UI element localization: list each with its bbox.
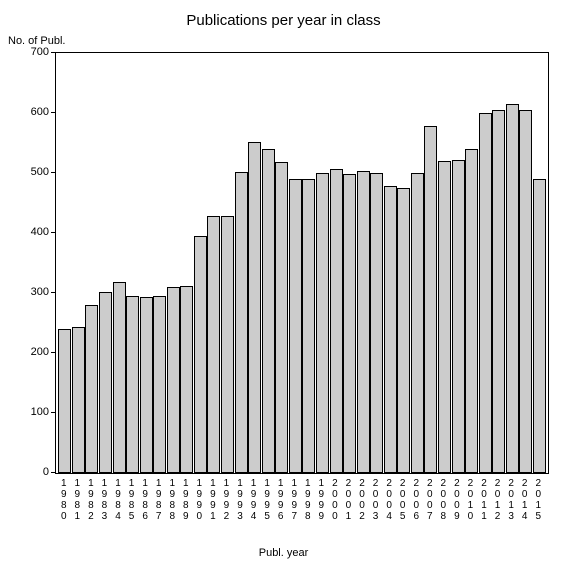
- bar: [221, 216, 234, 473]
- x-tick-label: 2009: [451, 478, 463, 522]
- x-tick-label: 1995: [261, 478, 273, 522]
- bar: [72, 327, 85, 473]
- x-tick-label: 1988: [166, 478, 178, 522]
- y-tick-label: 200: [31, 346, 49, 358]
- y-ticks: 0100200300400500600700: [0, 52, 55, 472]
- bar: [343, 174, 356, 473]
- x-tick-label: 1991: [207, 478, 219, 522]
- x-tick-label: 1987: [153, 478, 165, 522]
- bar: [262, 149, 275, 473]
- chart-container: Publications per year in class No. of Pu…: [0, 0, 567, 567]
- x-tick-label: 2010: [464, 478, 476, 522]
- x-tick-label: 1985: [126, 478, 138, 522]
- x-tick-label: 1996: [275, 478, 287, 522]
- bar: [438, 161, 451, 473]
- x-tick-label: 2012: [492, 478, 504, 522]
- bar: [207, 216, 220, 473]
- bar: [316, 173, 329, 473]
- x-tick-label: 2005: [397, 478, 409, 522]
- y-tick-label: 100: [31, 406, 49, 418]
- x-tick-label: 1990: [193, 478, 205, 522]
- bar: [411, 173, 424, 473]
- x-tick-label: 2003: [370, 478, 382, 522]
- x-tick-label: 2004: [383, 478, 395, 522]
- x-tick-label: 1980: [58, 478, 70, 522]
- x-tick-label: 1986: [139, 478, 151, 522]
- bar: [99, 292, 112, 473]
- bar: [533, 179, 546, 473]
- bar: [167, 287, 180, 473]
- bar: [397, 188, 410, 473]
- bar: [153, 296, 166, 473]
- x-tick-label: 1989: [180, 478, 192, 522]
- plot-area: [55, 52, 549, 474]
- bar: [289, 179, 302, 473]
- bars-group: [56, 53, 548, 473]
- x-tick-label: 1999: [315, 478, 327, 522]
- x-tick-label: 2000: [329, 478, 341, 522]
- bar: [140, 297, 153, 473]
- bar: [452, 160, 465, 473]
- bar: [384, 186, 397, 473]
- x-tick-label: 2011: [478, 478, 490, 522]
- bar: [492, 110, 505, 473]
- x-tick-label: 2015: [532, 478, 544, 522]
- x-tick-label: 2007: [424, 478, 436, 522]
- x-tick-label: 2013: [505, 478, 517, 522]
- bar: [85, 305, 98, 473]
- bar: [424, 126, 437, 473]
- x-tick-label: 1998: [302, 478, 314, 522]
- x-tick-label: 2002: [356, 478, 368, 522]
- bar: [302, 179, 315, 473]
- x-axis-label: Publ. year: [0, 547, 567, 559]
- y-tick-label: 500: [31, 166, 49, 178]
- bar: [479, 113, 492, 473]
- bar: [330, 169, 343, 473]
- x-tick-label: 1983: [98, 478, 110, 522]
- y-tick-label: 0: [43, 466, 49, 478]
- bar: [248, 142, 261, 473]
- y-tick-label: 400: [31, 226, 49, 238]
- bar: [58, 329, 71, 473]
- x-tick-label: 2008: [437, 478, 449, 522]
- x-tick-label: 2001: [342, 478, 354, 522]
- y-tick-label: 600: [31, 106, 49, 118]
- x-tick-label: 1981: [71, 478, 83, 522]
- x-tick-label: 2006: [410, 478, 422, 522]
- y-tick-label: 300: [31, 286, 49, 298]
- x-tick-label: 1982: [85, 478, 97, 522]
- bar: [465, 149, 478, 473]
- bar: [126, 296, 139, 473]
- x-tick-label: 1984: [112, 478, 124, 522]
- bar: [357, 171, 370, 473]
- bar: [370, 173, 383, 473]
- bar: [194, 236, 207, 473]
- bar: [506, 104, 519, 473]
- bar: [235, 172, 248, 473]
- x-tick-label: 1993: [234, 478, 246, 522]
- bar: [275, 162, 288, 473]
- x-ticks: 1980198119821983198419851986198719881989…: [55, 474, 547, 534]
- x-tick-label: 1994: [248, 478, 260, 522]
- bar: [519, 110, 532, 473]
- chart-title: Publications per year in class: [0, 12, 567, 29]
- y-tick-label: 700: [31, 46, 49, 58]
- x-tick-label: 2014: [519, 478, 531, 522]
- x-tick-label: 1992: [220, 478, 232, 522]
- x-tick-label: 1997: [288, 478, 300, 522]
- bar: [180, 286, 193, 473]
- bar: [113, 282, 126, 473]
